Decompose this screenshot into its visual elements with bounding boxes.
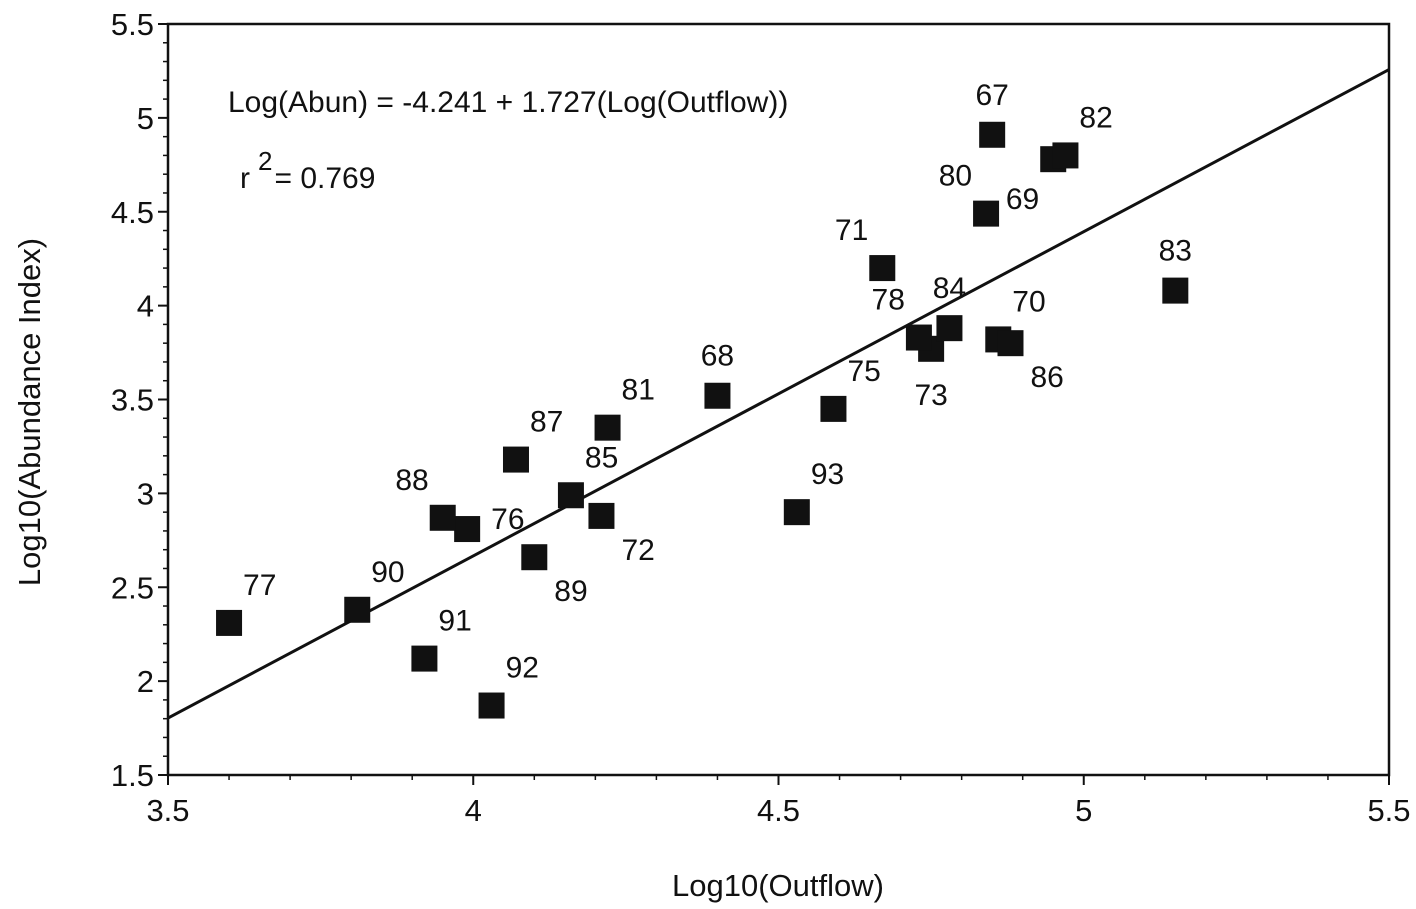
point-label-92: 92 bbox=[506, 652, 539, 685]
y-tick-label: 5.5 bbox=[111, 7, 154, 42]
x-tick-label: 5 bbox=[1075, 793, 1092, 828]
data-point-83 bbox=[1162, 277, 1189, 304]
regression-line bbox=[167, 68, 1390, 720]
r-squared-value: = 0.769 bbox=[274, 162, 375, 195]
point-label-83: 83 bbox=[1159, 235, 1192, 268]
x-tick-label: 5.5 bbox=[1367, 793, 1410, 828]
data-point-84 bbox=[936, 315, 963, 342]
data-point-80 bbox=[973, 200, 1000, 227]
r-squared-prefix: r bbox=[240, 162, 250, 195]
axes-layer: 1.5 2 2.5 3 3.5 4 4.5 5 5.5 3.5 4 4.5 5 5.5 bbox=[111, 7, 1411, 828]
point-label-80: 80 bbox=[939, 160, 972, 193]
point-label-85: 85 bbox=[585, 441, 618, 474]
data-point-75 bbox=[820, 395, 847, 422]
y-tick-label: 4 bbox=[137, 289, 154, 324]
point-label-90: 90 bbox=[371, 556, 404, 589]
point-label-81: 81 bbox=[622, 374, 655, 407]
point-label-86: 86 bbox=[1030, 361, 1063, 394]
data-point-91 bbox=[411, 645, 438, 672]
point-label-73: 73 bbox=[914, 379, 947, 412]
x-tick-label: 3.5 bbox=[146, 793, 189, 828]
x-axis-title: Log10(Outflow) bbox=[672, 868, 884, 903]
y-tick-label: 2.5 bbox=[111, 570, 154, 605]
plot-frame bbox=[166, 22, 1391, 777]
r-squared-exponent: 2 bbox=[258, 146, 272, 176]
x-tick-label: 4 bbox=[465, 793, 482, 828]
point-label-76: 76 bbox=[491, 503, 524, 536]
y-tick-label: 4.5 bbox=[111, 195, 154, 230]
regression-line-layer bbox=[167, 68, 1390, 720]
point-label-91: 91 bbox=[438, 605, 471, 638]
point-label-78: 78 bbox=[872, 284, 905, 317]
data-point-81 bbox=[594, 414, 621, 441]
point-label-82: 82 bbox=[1079, 101, 1112, 134]
data-point-86 bbox=[997, 330, 1024, 357]
y-tick-label: 5 bbox=[137, 101, 154, 136]
y-tick-label: 2 bbox=[137, 664, 154, 699]
data-point-90 bbox=[344, 596, 371, 623]
point-label-69: 69 bbox=[1006, 183, 1039, 216]
point-label-71: 71 bbox=[835, 214, 868, 247]
data-point-88 bbox=[429, 504, 456, 531]
point-label-84: 84 bbox=[933, 272, 966, 305]
data-point-92 bbox=[478, 692, 505, 719]
y-tick-label: 3.5 bbox=[111, 383, 154, 418]
point-label-67: 67 bbox=[975, 79, 1008, 112]
data-point-68 bbox=[704, 382, 731, 409]
data-point-78 bbox=[905, 324, 932, 351]
data-point-85 bbox=[557, 482, 584, 509]
y-tick-label: 3 bbox=[137, 476, 154, 511]
data-point-76 bbox=[454, 516, 481, 543]
regression-equation: Log(Abun) = -4.241 + 1.727(Log(Outflow)) bbox=[228, 86, 788, 119]
data-points-layer: 67 68 69 70 71 72 73 75 76 77 78 80 81 82 83 84 85 86 87 88… bbox=[216, 79, 1192, 719]
r-squared-annotation: r2= 0.769 bbox=[240, 146, 375, 195]
point-label-89: 89 bbox=[554, 575, 587, 608]
point-label-72: 72 bbox=[621, 534, 654, 567]
y-axis-title: Log10(Abundance Index) bbox=[12, 238, 47, 586]
point-label-75: 75 bbox=[847, 355, 880, 388]
data-point-77 bbox=[216, 609, 243, 636]
point-label-70: 70 bbox=[1012, 285, 1045, 318]
point-label-87: 87 bbox=[530, 406, 563, 439]
data-point-89 bbox=[521, 544, 548, 571]
data-point-93 bbox=[783, 499, 810, 526]
point-label-77: 77 bbox=[243, 569, 276, 602]
point-label-88: 88 bbox=[395, 464, 428, 497]
data-point-87 bbox=[502, 446, 529, 473]
point-label-93: 93 bbox=[811, 458, 844, 491]
y-tick-label: 1.5 bbox=[111, 758, 154, 793]
data-point-72 bbox=[588, 502, 615, 529]
point-label-68: 68 bbox=[701, 340, 734, 373]
data-point-67 bbox=[979, 121, 1006, 148]
data-point-71 bbox=[869, 255, 896, 282]
x-tick-label: 4.5 bbox=[757, 793, 800, 828]
data-point-82 bbox=[1052, 142, 1079, 169]
